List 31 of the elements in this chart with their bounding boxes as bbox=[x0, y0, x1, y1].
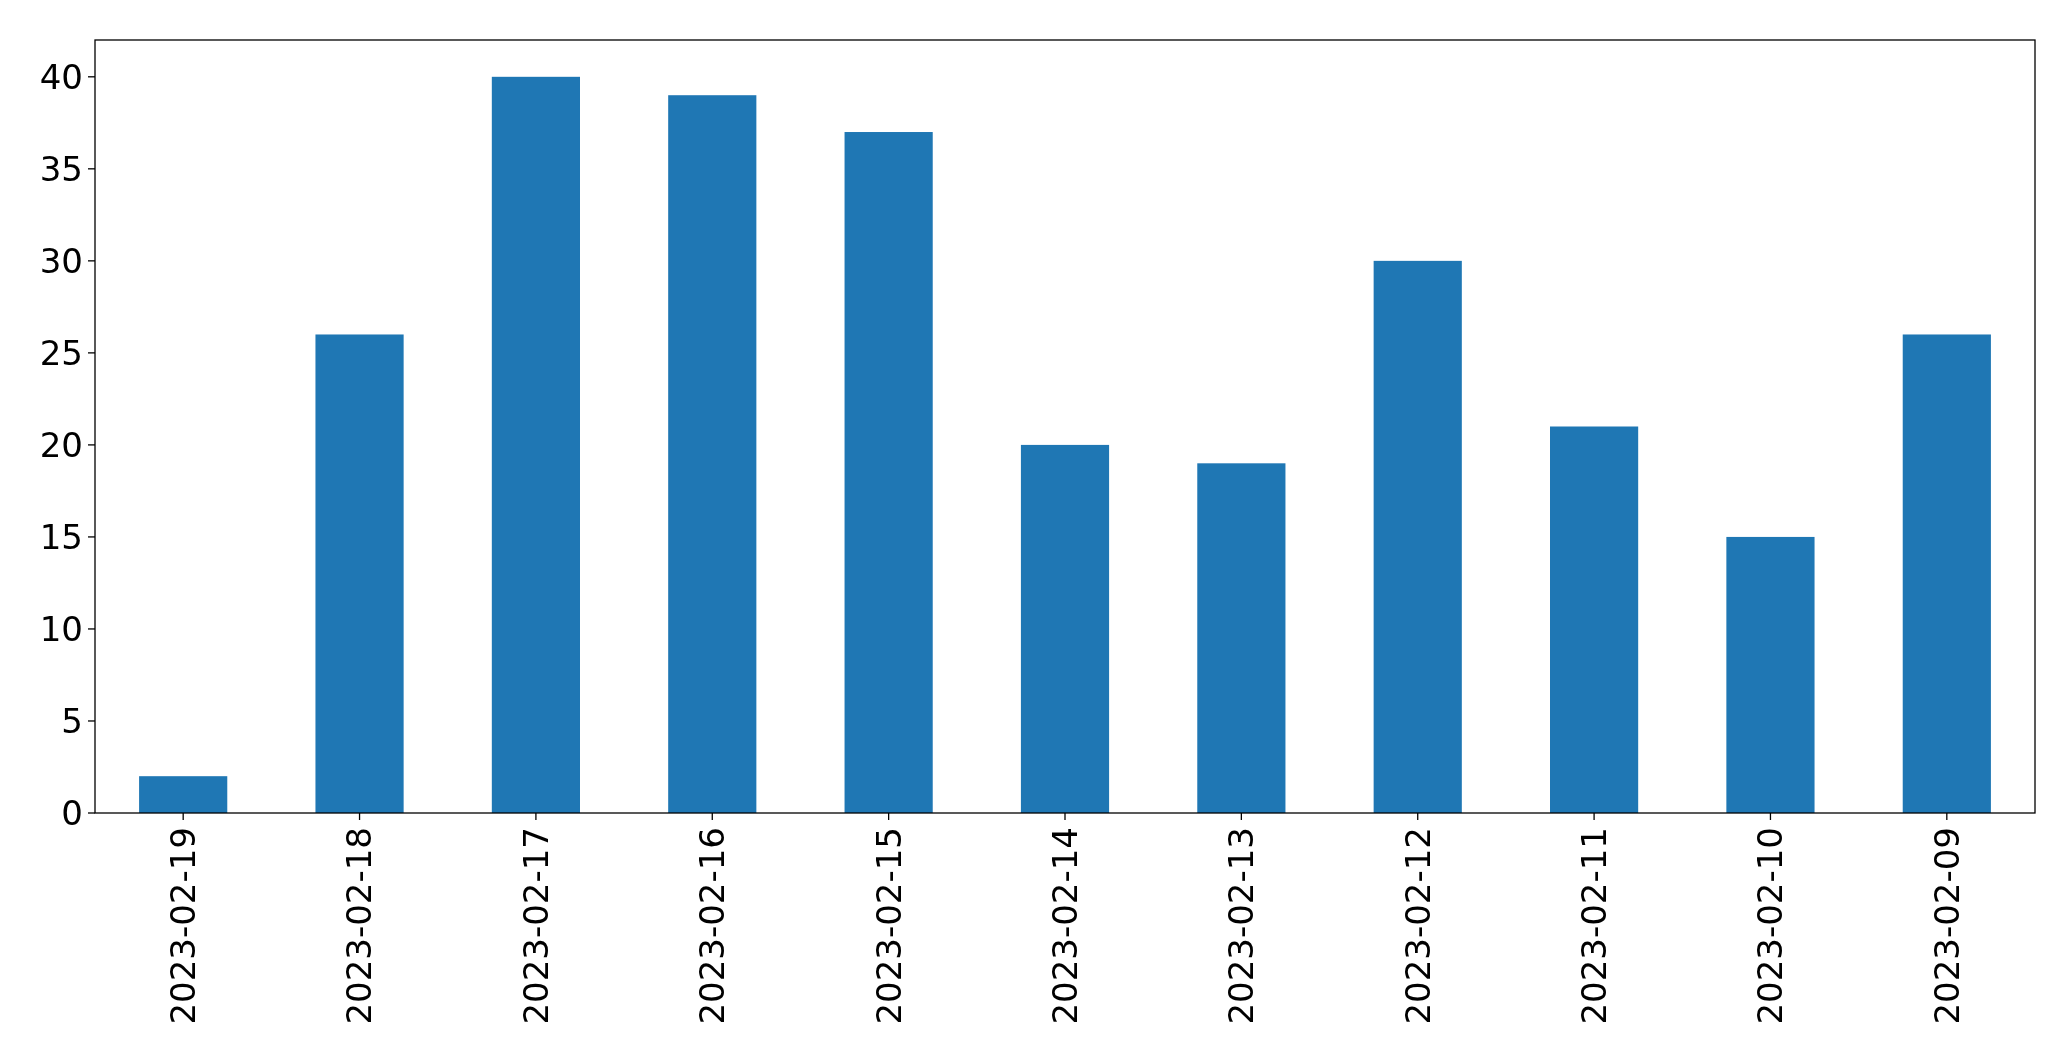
x-tick-label: 2023-02-12 bbox=[1397, 827, 1438, 1025]
x-tick-label: 2023-02-13 bbox=[1221, 827, 1262, 1025]
bar bbox=[1020, 444, 1110, 813]
x-tick-label: 2023-02-14 bbox=[1044, 827, 1085, 1025]
y-tick-label: 15 bbox=[39, 516, 83, 557]
bar bbox=[1550, 426, 1639, 813]
bar bbox=[668, 95, 757, 813]
bar bbox=[491, 76, 580, 813]
x-tick-label: 2023-02-16 bbox=[692, 827, 733, 1025]
y-tick-label: 10 bbox=[39, 608, 83, 649]
y-tick-label: 30 bbox=[39, 240, 83, 281]
x-tick-label: 2023-02-11 bbox=[1573, 827, 1614, 1025]
bar bbox=[844, 132, 933, 813]
bar bbox=[1373, 260, 1462, 813]
x-tick-label: 2023-02-10 bbox=[1750, 827, 1791, 1025]
y-tick-label: 5 bbox=[61, 700, 83, 741]
x-tick-label: 2023-02-19 bbox=[163, 827, 204, 1025]
y-tick-label: 35 bbox=[39, 148, 83, 189]
bar bbox=[1197, 463, 1286, 813]
y-tick-label: 20 bbox=[39, 424, 83, 465]
y-tick-label: 0 bbox=[61, 792, 83, 833]
bar bbox=[139, 776, 228, 813]
bar bbox=[1902, 334, 1991, 813]
y-tick-label: 40 bbox=[39, 56, 83, 97]
x-tick-label: 2023-02-17 bbox=[515, 827, 556, 1025]
bar bbox=[1726, 536, 1815, 813]
bar bbox=[315, 334, 404, 813]
x-tick-label: 2023-02-09 bbox=[1926, 827, 1967, 1025]
y-tick-label: 25 bbox=[39, 332, 83, 373]
x-tick-label: 2023-02-15 bbox=[868, 827, 909, 1025]
x-tick-label: 2023-02-18 bbox=[339, 827, 380, 1025]
